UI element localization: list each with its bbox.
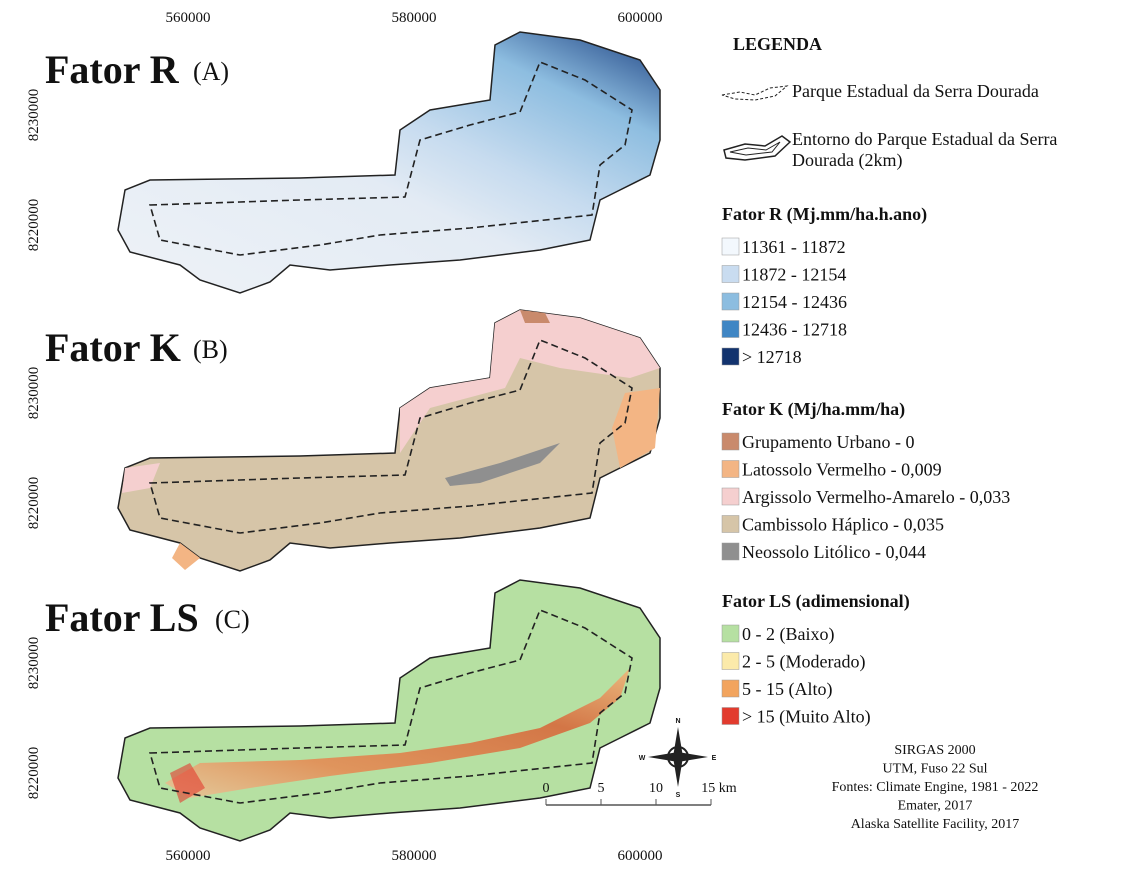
legend-label: 5 - 15 (Alto) [742, 679, 832, 700]
legend-swatch [722, 708, 739, 725]
map-figure: 560000 580000 600000 560000 580000 600000 Fato… [0, 0, 1125, 866]
x-coord-label: 600000 [618, 848, 663, 864]
y-coord-label: 8220000 [26, 477, 42, 530]
compass-letter: W [639, 755, 646, 762]
legend-label: 11361 - 11872 [742, 237, 846, 257]
x-coord-label: 600000 [618, 10, 663, 26]
legend-label: 12154 - 12436 [742, 292, 847, 312]
legend-label: Dourada (2km) [792, 150, 902, 171]
legend-swatch [722, 321, 739, 338]
legend-label: Neossolo Litólico - 0,044 [742, 542, 926, 562]
panel-title: Fator R [45, 47, 180, 92]
legend-label: > 15 (Muito Alto) [742, 707, 871, 728]
legend-label: 12436 - 12718 [742, 320, 847, 340]
legend-label: Latossolo Vermelho - 0,009 [742, 460, 942, 480]
credit-line: Alaska Satellite Facility, 2017 [851, 817, 1020, 832]
legend-swatch [722, 516, 739, 533]
scale-label: 0 [543, 781, 550, 796]
compass-letter: S [676, 792, 681, 799]
map-panel [118, 580, 660, 841]
credit-line: UTM, Fuso 22 Sul [882, 762, 987, 777]
legend-swatch [722, 433, 739, 450]
legend-title: LEGENDA [733, 34, 822, 54]
legend-swatch [722, 653, 739, 670]
legend-swatch [722, 266, 739, 283]
legend-label: 0 - 2 (Baixo) [742, 624, 834, 645]
x-coord-label: 580000 [392, 848, 437, 864]
x-coord-label: 560000 [166, 848, 211, 864]
panel-title: Fator K [45, 325, 181, 370]
buffer-swatch [724, 136, 790, 160]
panel-label: (B) [193, 335, 228, 364]
legend-swatch [722, 348, 739, 365]
panel-title: Fator LS [45, 595, 199, 640]
legend-label: 2 - 5 (Moderado) [742, 652, 865, 673]
scale-label: 15 km [701, 781, 737, 796]
credit-line: Emater, 2017 [898, 799, 973, 814]
y-coord-label: 8230000 [26, 367, 42, 420]
credit-line: Fontes: Climate Engine, 1981 - 2022 [832, 780, 1039, 795]
y-coord-label: 8230000 [26, 637, 42, 690]
legend-label: Cambissolo Háplico - 0,035 [742, 515, 944, 535]
scale-label: 5 [598, 781, 605, 796]
legend-label: 11872 - 12154 [742, 265, 846, 285]
north-arrow [648, 727, 708, 787]
legend-label: > 12718 [742, 347, 802, 367]
soil-patch [520, 310, 550, 323]
legend-label: Parque Estadual da Serra Dourada [792, 81, 1039, 101]
compass-letter: E [712, 755, 717, 762]
map-panels [118, 32, 660, 841]
y-coord-label: 8220000 [26, 199, 42, 252]
legend-section-title: Fator LS (adimensional) [722, 591, 910, 612]
legend-swatch [722, 625, 739, 642]
compass-letter: N [675, 718, 680, 725]
legend-swatch [722, 680, 739, 697]
panel-label: (C) [215, 605, 250, 634]
legend-section-title: Fator K (Mj/ha.mm/ha) [722, 399, 905, 420]
panel-label: (A) [193, 57, 229, 86]
legend-swatch [722, 488, 739, 505]
legend-label: Entorno do Parque Estadual da Serra [792, 129, 1057, 149]
legend-label: Grupamento Urbano - 0 [742, 432, 914, 452]
legend-section-title: Fator R (Mj.mm/ha.h.ano) [722, 204, 927, 225]
legend-label: Argissolo Vermelho-Amarelo - 0,033 [742, 487, 1010, 507]
credit-line: SIRGAS 2000 [894, 743, 975, 758]
y-coord-label: 8230000 [26, 89, 42, 142]
legend-swatch [722, 238, 739, 255]
park-swatch [722, 86, 787, 100]
x-coord-label: 580000 [392, 10, 437, 26]
x-coord-label: 560000 [166, 10, 211, 26]
legend-swatch [722, 461, 739, 478]
scale-label: 10 [649, 781, 663, 796]
y-coord-label: 8220000 [26, 747, 42, 800]
legend-swatch [722, 293, 739, 310]
legend-swatch [722, 543, 739, 560]
